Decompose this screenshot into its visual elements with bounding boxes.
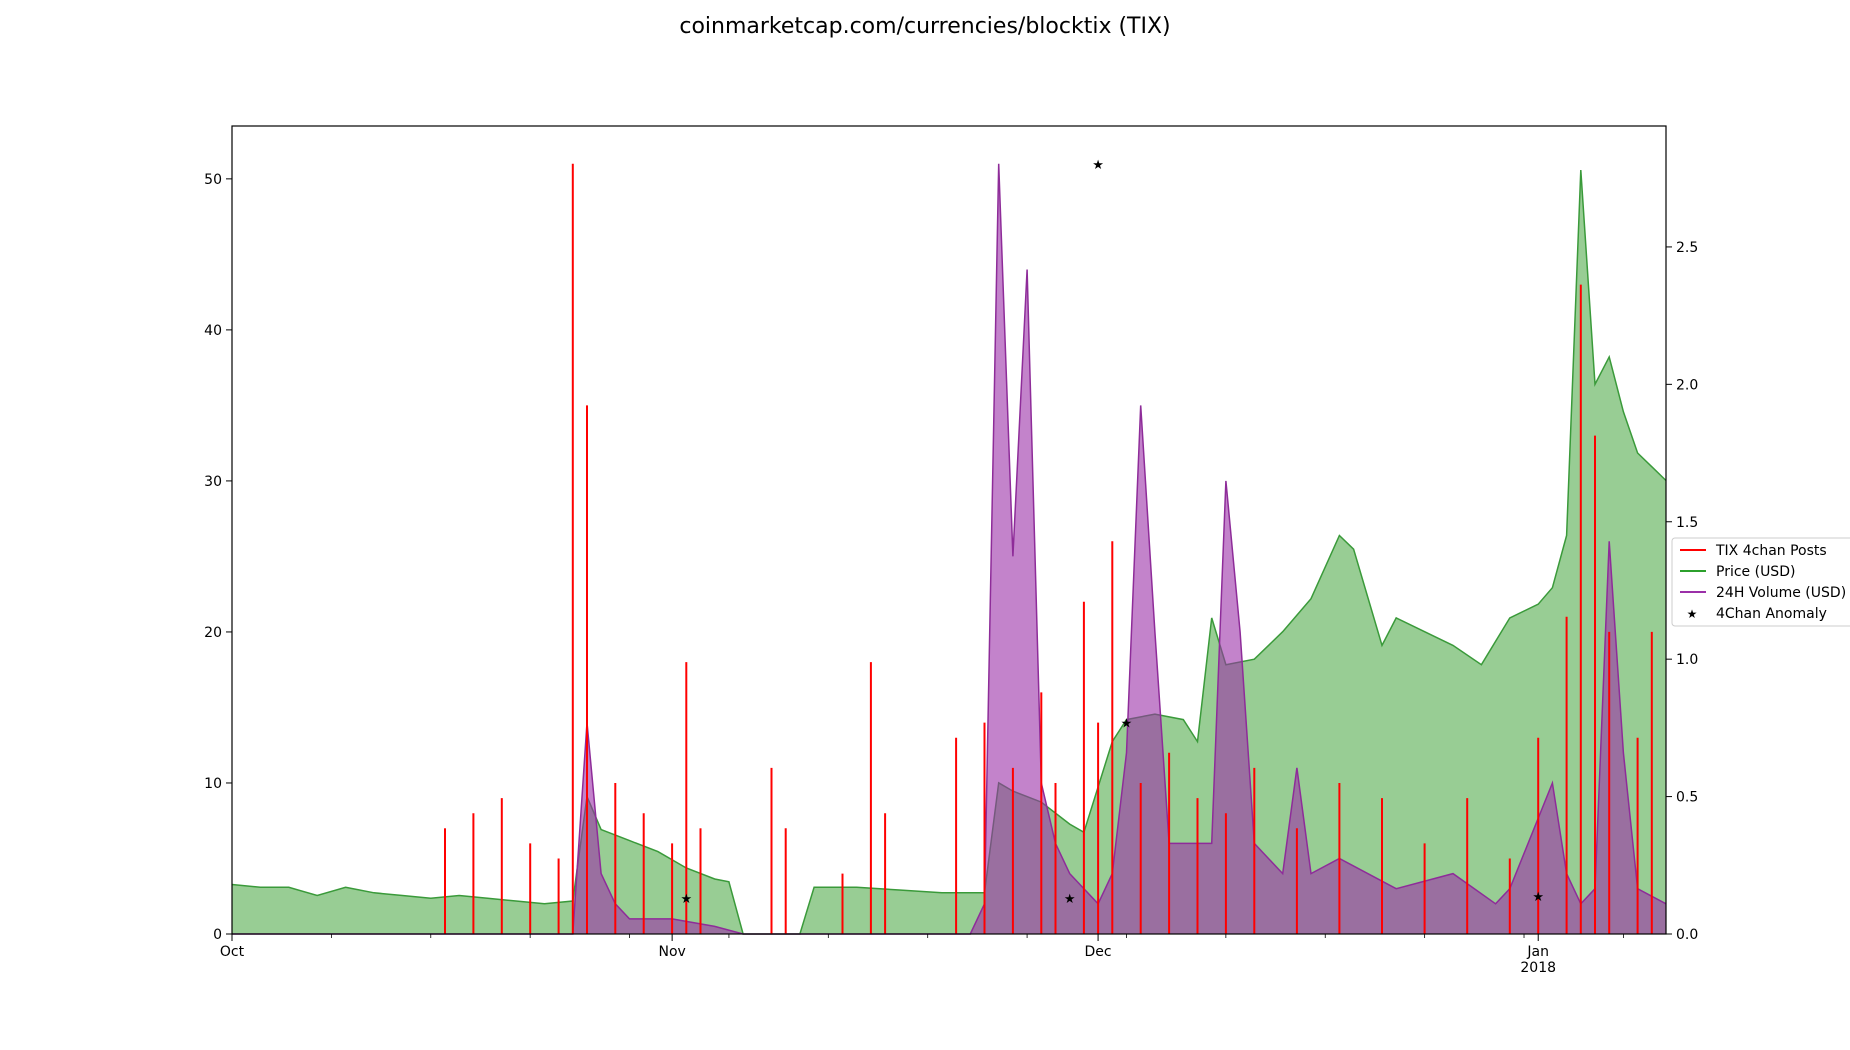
series-4chan-anomaly-marker: ★: [680, 892, 692, 907]
y2-tick-label: 2.5: [1676, 240, 1698, 256]
legend-entry-label: 4Chan Anomaly: [1716, 606, 1827, 622]
x-tick-label: Dec: [1085, 944, 1112, 960]
y-tick-label: 20: [204, 625, 222, 641]
y2-tick-label: 1.5: [1676, 515, 1698, 531]
plot-frame: [231, 125, 1667, 935]
y2-tick-label: 0.0: [1676, 927, 1698, 943]
y-tick-label: 0: [213, 927, 222, 943]
x-tick-label: Oct: [220, 944, 245, 960]
series-24h-volume-usd-line: [232, 163, 1667, 935]
series-4chan-anomaly-marker: ★: [1092, 158, 1104, 173]
y-tick-label: 10: [204, 776, 222, 792]
y-tick-label: 30: [204, 474, 222, 490]
y2-tick-label: 2.0: [1676, 377, 1698, 393]
x-tick-sublabel: 2018: [1520, 960, 1556, 976]
y-tick-label: 40: [204, 323, 222, 339]
series-layer: ★ ★ ★ ★ ★: [231, 158, 1667, 935]
axes-layer: 0 10 20 30 40 50 0.0 0.5 1.0 1.5 2.0 2.5 Oct Nov Dec Ja…: [204, 172, 1698, 976]
x-tick-label: Jan: [1526, 944, 1549, 960]
legend-entry-label: Price (USD): [1716, 564, 1795, 580]
x-tick-label: Nov: [658, 944, 685, 960]
series-4chan-anomaly-marker: ★: [1532, 890, 1544, 905]
legend-entry-label: 24H Volume (USD): [1716, 585, 1846, 601]
y2-tick-label: 1.0: [1676, 652, 1698, 668]
series-price-usd-area: [232, 170, 1666, 934]
legend-entry-label: TIX 4chan Posts: [1715, 543, 1827, 559]
legend-box: [1671, 537, 1850, 627]
y-tick-label: 50: [204, 172, 222, 188]
series-4chan-anomaly-marker: ★: [1121, 717, 1133, 732]
chart-title: coinmarketcap.com/currencies/blocktix (T…: [679, 14, 1171, 39]
y2-tick-label: 0.5: [1676, 790, 1698, 806]
series-4chan-anomaly-marker: ★: [1064, 892, 1076, 907]
legend: TIX 4chan Posts Price (USD) 24H Volume (US…: [1671, 537, 1850, 627]
legend-swatch-star: ★: [1687, 607, 1698, 621]
